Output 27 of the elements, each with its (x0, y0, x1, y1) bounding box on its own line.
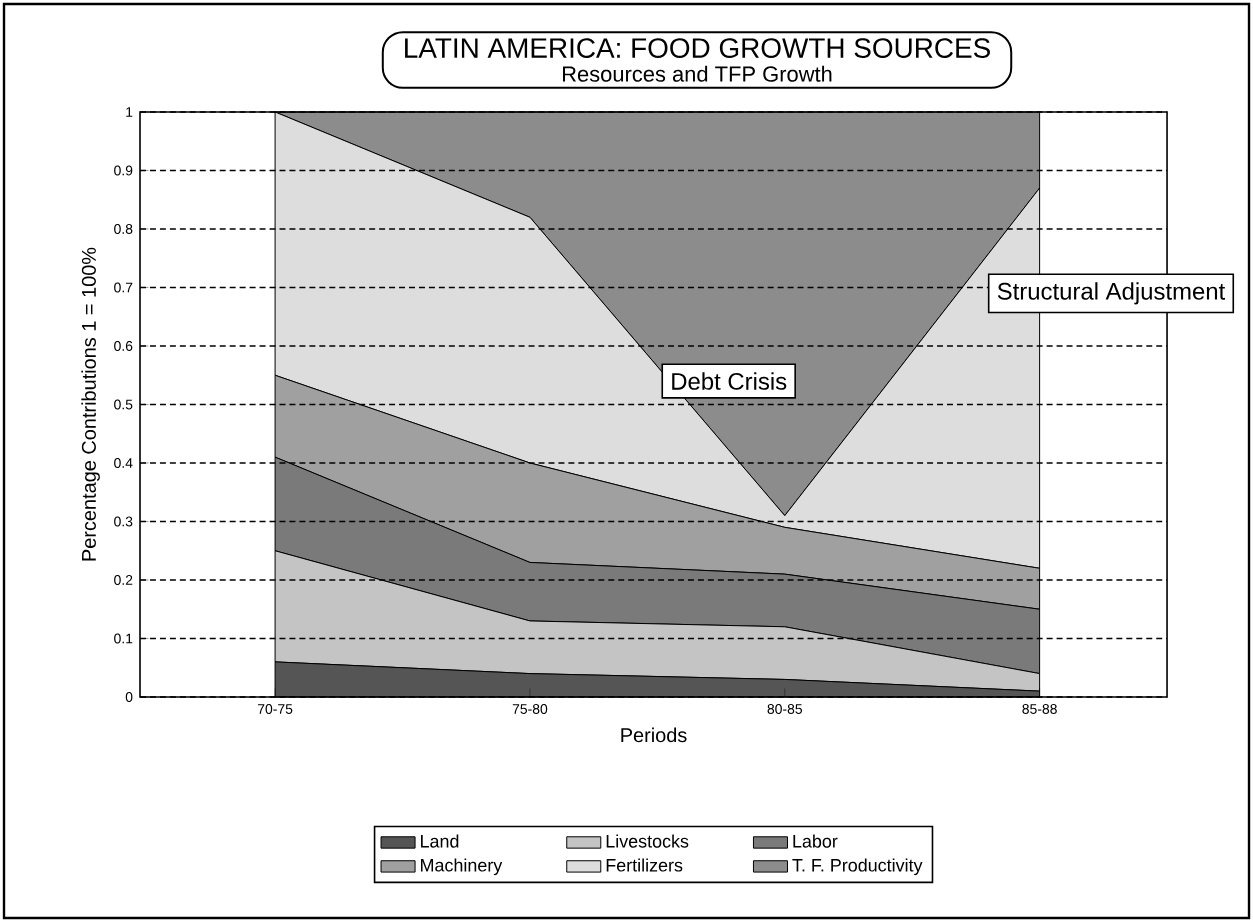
x-tick-label: 85-88 (1022, 704, 1057, 714)
x-axis-title: Periods (621, 727, 687, 743)
x-tick-label: 80-85 (767, 704, 803, 714)
y-axis-title: Percentage Contributions 1 = 100% (81, 247, 100, 561)
y-tick-label: 0.3 (114, 516, 133, 527)
legend-label: Livestocks (606, 834, 689, 848)
legend-label: Land (421, 834, 459, 848)
legend-label: Machinery (421, 858, 503, 876)
y-tick-label: 0.8 (114, 224, 133, 234)
y-tick-label: 0 (125, 692, 133, 702)
legend-label: Fertilizers (606, 858, 683, 872)
y-tick-label: 0.5 (114, 399, 133, 410)
y-tick-label: 0.6 (114, 341, 133, 351)
chart-subtitle: Resources and TFP Growth (563, 65, 832, 82)
y-tick-label: 1 (126, 107, 133, 117)
x-tick-label: 75-80 (512, 704, 548, 714)
x-tick-label: 70-75 (257, 704, 293, 714)
y-tick-label: 0.4 (114, 458, 133, 468)
y-tick-label: 0.9 (114, 165, 133, 176)
annotation: Debt Crisis (672, 372, 787, 390)
y-tick-label: 0.1 (114, 633, 133, 644)
annotation: Structural Adjustment (997, 282, 1226, 305)
y-tick-label: 0.2 (114, 575, 133, 585)
legend-label: Labor (793, 834, 838, 848)
y-tick-label: 0.7 (114, 282, 133, 293)
chart-title: LATIN AMERICA: FOOD GROWTH SOURCES (405, 38, 990, 58)
legend-label: T. F. Productivity (792, 858, 923, 876)
